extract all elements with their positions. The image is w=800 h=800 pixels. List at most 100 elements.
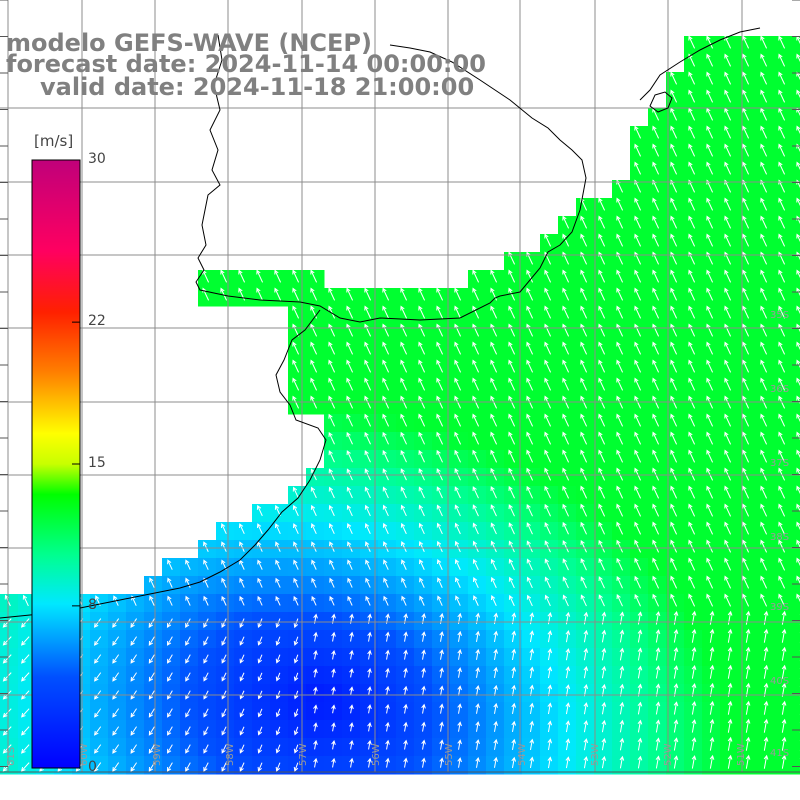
wind-arrow xyxy=(598,431,606,445)
wind-arrow xyxy=(349,757,354,768)
wind-arrow xyxy=(760,467,768,481)
wind-arrow xyxy=(436,287,444,301)
wind-arrow xyxy=(670,359,678,373)
wind-arrow xyxy=(349,704,354,714)
wind-arrow xyxy=(619,647,625,661)
wind-arrow xyxy=(745,736,751,751)
wind-arrow xyxy=(706,593,714,607)
wind-arrow xyxy=(256,504,263,517)
wind-arrow xyxy=(436,305,444,319)
wind-arrow xyxy=(293,672,299,682)
wind-arrow xyxy=(130,708,137,718)
wind-arrow xyxy=(457,721,462,732)
wind-arrow xyxy=(490,377,498,391)
wind-arrow xyxy=(655,755,661,769)
wind-speed-cell xyxy=(792,486,800,505)
wind-arrow xyxy=(688,305,696,319)
wind-arrow xyxy=(727,700,733,715)
wind-arrow xyxy=(706,503,714,517)
wind-arrow xyxy=(580,269,588,283)
wind-arrow xyxy=(310,269,318,283)
wind-arrow xyxy=(727,610,733,625)
wind-arrow xyxy=(634,503,642,517)
wind-arrow xyxy=(20,762,30,772)
wind-arrow xyxy=(382,359,390,373)
wind-arrow xyxy=(292,323,300,337)
wind-arrow xyxy=(688,431,696,445)
wind-arrow xyxy=(691,664,697,679)
wind-arrow xyxy=(616,197,624,211)
wind-arrow xyxy=(454,341,462,355)
wind-arrow xyxy=(311,577,317,588)
wind-arrow xyxy=(400,413,408,427)
wind-arrow xyxy=(328,486,335,499)
wind-arrow xyxy=(418,413,426,427)
wind-arrow xyxy=(634,305,642,319)
wind-arrow xyxy=(616,341,624,355)
wind-arrow xyxy=(562,305,570,319)
wind-speed-cell xyxy=(792,414,800,433)
wind-arrow xyxy=(724,89,732,103)
wind-arrow xyxy=(706,53,714,67)
wind-arrow xyxy=(185,744,191,754)
wind-arrow xyxy=(93,762,102,772)
wind-arrow xyxy=(781,718,787,733)
wind-arrow xyxy=(457,630,462,642)
wind-arrow xyxy=(421,685,426,696)
wind-arrow xyxy=(293,595,299,606)
wind-arrow xyxy=(616,449,624,463)
wind-arrow xyxy=(742,539,750,553)
wind-arrow xyxy=(220,287,228,301)
wind-arrow xyxy=(418,486,425,499)
wind-speed-cell xyxy=(792,90,800,109)
wind-arrow xyxy=(691,628,697,643)
wind-arrow xyxy=(382,341,390,355)
wind-arrow xyxy=(706,143,714,157)
wind-arrow xyxy=(706,323,714,337)
wind-arrow xyxy=(706,449,714,463)
wind-arrow xyxy=(709,700,715,715)
wind-arrow xyxy=(275,726,281,736)
wind-arrow xyxy=(328,323,336,337)
wind-arrow xyxy=(637,665,643,679)
latitude-label: 38S xyxy=(770,532,789,543)
wind-arrow xyxy=(778,359,786,373)
wind-arrow xyxy=(508,522,515,535)
wind-arrow xyxy=(760,71,768,85)
wind-speed-cell xyxy=(792,468,800,487)
longitude-label: 55W xyxy=(444,743,455,766)
wind-arrow xyxy=(634,143,642,157)
wind-arrow xyxy=(436,359,444,373)
wind-arrow xyxy=(364,450,371,463)
wind-arrow xyxy=(745,664,751,679)
wind-arrow xyxy=(421,739,426,750)
wind-arrow xyxy=(670,143,678,157)
latitude-label: 35S xyxy=(770,310,789,321)
wind-arrow xyxy=(166,762,173,772)
wind-arrow xyxy=(580,287,588,301)
wind-arrow xyxy=(275,744,281,754)
wind-arrow xyxy=(688,557,696,571)
wind-arrow xyxy=(688,269,696,283)
wind-arrow xyxy=(313,757,318,768)
wind-arrow xyxy=(619,701,625,715)
wind-arrow xyxy=(167,672,173,682)
wind-arrow xyxy=(583,684,589,697)
wind-arrow xyxy=(652,215,660,229)
wind-speed-cell xyxy=(792,252,800,271)
wind-arrow xyxy=(619,755,625,769)
wind-arrow xyxy=(418,305,426,319)
wind-arrow xyxy=(221,744,227,754)
wind-arrow xyxy=(760,449,768,463)
wind-arrow xyxy=(562,359,570,373)
wind-arrow xyxy=(724,323,732,337)
wind-arrow xyxy=(778,341,786,355)
wind-arrow xyxy=(93,618,102,628)
wind-arrow xyxy=(328,377,336,391)
wind-arrow xyxy=(418,377,426,391)
wind-arrow xyxy=(454,522,461,535)
wind-arrow xyxy=(562,449,570,463)
wind-arrow xyxy=(508,431,516,445)
wind-arrow xyxy=(418,341,426,355)
latitude-label: 36S xyxy=(770,384,789,395)
